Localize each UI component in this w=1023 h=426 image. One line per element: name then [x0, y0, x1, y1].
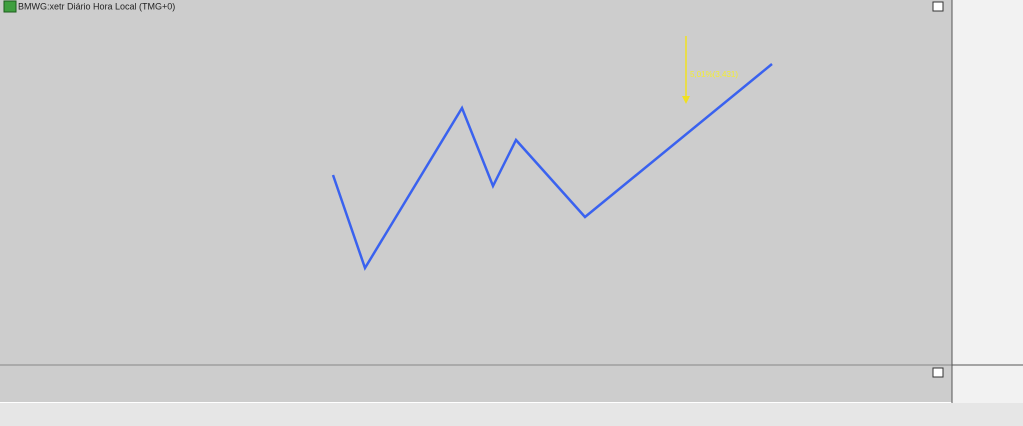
annotation: 5,01%(3,431): [690, 70, 738, 79]
chart-title[interactable]: BMWG:xetr Diário Hora Local (TMG+0): [18, 1, 175, 11]
price-axis: [952, 0, 1023, 404]
window-button[interactable]: [932, 367, 944, 378]
zigzag-drawing: [331, 63, 773, 271]
price-pane: [0, 0, 952, 364]
window-button[interactable]: [932, 1, 944, 12]
obv-pane: [0, 366, 952, 402]
symbol-icon[interactable]: [3, 0, 17, 13]
arrow-head: [682, 96, 690, 104]
date-axis: [0, 403, 1023, 426]
